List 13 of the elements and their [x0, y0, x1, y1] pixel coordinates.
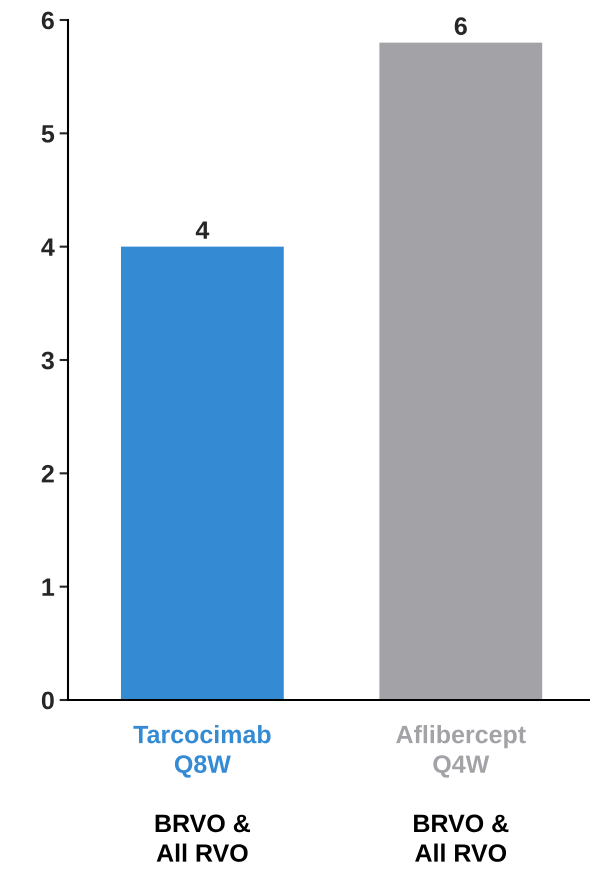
- y-tick-label: 3: [41, 352, 54, 370]
- y-tick-label: 1: [42, 578, 54, 596]
- text: BRVO & All RVO: [156, 814, 250, 862]
- data-label: 4: [196, 222, 210, 239]
- y-tick-label: 6: [42, 12, 54, 30]
- y-tick-label: 5: [42, 125, 54, 143]
- x-tick-label: Aflibercept Q4W: [396, 725, 526, 778]
- data-label: 6: [454, 17, 467, 35]
- text: BRVO & All RVO: [414, 814, 508, 862]
- y-tick-label: 4: [41, 238, 55, 256]
- x-tick-label: Tarcocimab Q8W: [133, 725, 271, 778]
- y-tick-label: 0: [42, 692, 54, 710]
- y-tick-label: 2: [42, 464, 54, 482]
